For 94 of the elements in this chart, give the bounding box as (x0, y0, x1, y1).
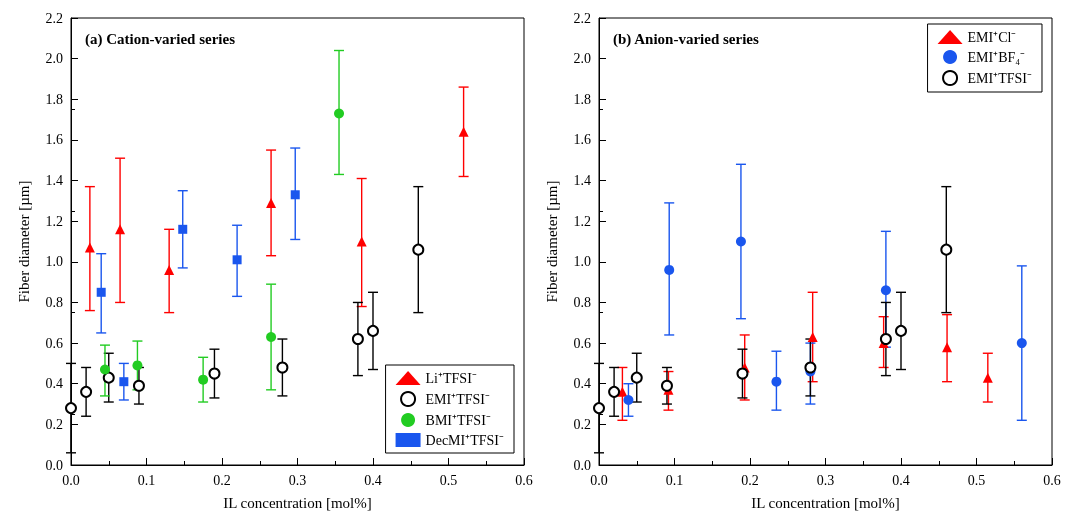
x-tick-label: 0.3 (288, 472, 307, 488)
y-tick-label: 0.0 (573, 457, 591, 473)
x-tick-label: 0.2 (213, 472, 231, 488)
x-tick-label: 0.0 (590, 472, 608, 488)
y-tick-label: 2.2 (573, 10, 591, 26)
legend-label: EMI⁺TFSI⁻ (425, 391, 491, 407)
x-tick-label: 0.1 (665, 472, 684, 488)
point (96, 287, 106, 297)
point (623, 394, 634, 405)
x-tick-label: 0.6 (1043, 472, 1061, 488)
x-tick-label: 0.4 (364, 472, 382, 488)
y-axis-title: Fiber diameter [µm] (15, 180, 32, 303)
x-axis-title: IL concentration [mol%] (223, 494, 372, 511)
x-tick-label: 0.0 (62, 472, 80, 488)
y-tick-label: 2.0 (45, 51, 63, 67)
y-axis-title: Fiber diameter [µm] (543, 180, 560, 303)
y-tick-label: 1.8 (573, 91, 591, 107)
point (356, 236, 367, 247)
point (351, 333, 364, 346)
x-tick-label: 0.3 (816, 472, 835, 488)
point (164, 264, 175, 275)
point (736, 367, 749, 380)
point (1016, 338, 1027, 349)
point (412, 243, 425, 256)
x-tick-label: 0.5 (967, 472, 986, 488)
y-tick-label: 1.6 (573, 132, 591, 148)
point (735, 236, 746, 247)
x-tick-label: 0.2 (741, 472, 759, 488)
y-tick-label: 0.8 (45, 294, 63, 310)
x-tick-label: 0.6 (515, 472, 533, 488)
y-tick-label: 1.8 (45, 91, 63, 107)
point (119, 377, 129, 387)
point (232, 255, 242, 265)
legend-label: EMI⁺BF₄⁻ (967, 49, 1026, 65)
y-tick-label: 0.2 (573, 416, 591, 432)
y-tick-label: 2.2 (45, 10, 63, 26)
point (266, 332, 277, 342)
point (198, 374, 209, 385)
legend-label: DecMI⁺TFSI⁻ (425, 432, 504, 448)
point (942, 342, 953, 353)
point (895, 324, 907, 337)
point (276, 361, 289, 374)
y-tick-label: 0.2 (45, 416, 63, 432)
legend-label: BMI⁺TFSI⁻ (425, 412, 491, 428)
point (458, 126, 469, 137)
y-tick-label: 1.6 (45, 132, 63, 148)
point (290, 190, 300, 200)
point (367, 324, 379, 337)
point (982, 372, 993, 383)
y-tick-label: 0.8 (573, 294, 591, 310)
y-tick-label: 2.0 (573, 51, 591, 67)
point (940, 243, 953, 256)
y-tick-label: 0.6 (45, 335, 63, 351)
point (334, 108, 345, 119)
point (630, 371, 643, 384)
legend-label: EMI⁺TFSI⁻ (967, 70, 1032, 86)
y-tick-label: 1.0 (45, 254, 63, 270)
point (593, 402, 605, 415)
point (115, 224, 126, 235)
y-tick-label: 1.2 (45, 213, 63, 229)
point (84, 242, 95, 253)
point (208, 367, 221, 380)
point (664, 264, 675, 275)
x-axis-title: IL concentration [mol%] (751, 494, 900, 511)
point (879, 333, 892, 346)
point (608, 385, 621, 398)
y-tick-label: 0.4 (45, 376, 63, 392)
point (178, 224, 188, 234)
x-tick-label: 0.4 (892, 472, 910, 488)
y-tick-label: 1.4 (45, 173, 63, 189)
y-tick-label: 0.0 (45, 457, 63, 473)
point (807, 332, 818, 342)
point (804, 361, 817, 374)
y-tick-label: 0.4 (573, 376, 591, 392)
y-tick-label: 0.6 (573, 335, 591, 351)
point (880, 285, 891, 296)
legend-label: EMI⁺Cl⁻ (967, 29, 1017, 45)
point (771, 376, 782, 387)
point (102, 371, 115, 384)
text: (b) Anion-varied series (613, 30, 759, 48)
point (660, 379, 673, 392)
y-tick-label: 1.2 (573, 213, 591, 229)
point (132, 360, 143, 371)
point (65, 402, 77, 415)
y-tick-label: 1.0 (573, 254, 591, 270)
legend-label: Li⁺TFSI⁻ (425, 370, 477, 386)
point (132, 379, 145, 392)
x-tick-label: 0.1 (137, 472, 156, 488)
text: (a) Cation-varied series (85, 30, 236, 48)
point (80, 385, 93, 398)
y-tick-label: 1.4 (573, 173, 591, 189)
x-tick-label: 0.5 (439, 472, 458, 488)
point (99, 364, 110, 375)
point (266, 197, 277, 208)
